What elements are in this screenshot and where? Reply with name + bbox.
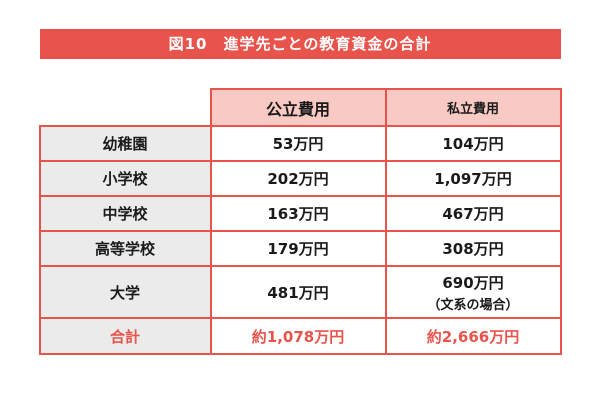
table-row-high-school: 高等学校 179万円 308万円: [38, 230, 562, 267]
table-row-university: 大学 481万円 690万円 （文系の場合）: [38, 265, 562, 319]
private-cost-cell: 467万円: [384, 195, 562, 232]
public-cost-cell: 179万円: [209, 230, 387, 267]
private-cost-cell: 690万円 （文系の場合）: [384, 265, 562, 319]
private-cost-total-cell: 約2,666万円: [384, 317, 562, 355]
row-label-total: 合計: [38, 317, 212, 355]
table-row-elementary: 小学校 202万円 1,097万円: [38, 160, 562, 197]
public-cost-total-cell: 約1,078万円: [209, 317, 387, 355]
figure-title-banner: 図10 進学先ごとの教育資金の合計: [39, 29, 561, 59]
row-label: 幼稚園: [38, 125, 212, 162]
private-cost-value: 690万円: [442, 273, 504, 292]
private-cost-cell: 104万円: [384, 125, 562, 162]
private-cost-note: （文系の場合）: [427, 297, 519, 313]
row-label: 高等学校: [38, 230, 212, 267]
education-cost-table: 公立費用 私立費用 幼稚園 53万円 104万円 小学校 202万円 1,097…: [38, 88, 562, 355]
corner-empty-cell: [40, 89, 211, 126]
figure-title: 図10 進学先ごとの教育資金の合計: [168, 35, 432, 53]
public-cost-cell: 53万円: [209, 125, 387, 162]
table-row-total: 合計 約1,078万円 約2,666万円: [38, 317, 562, 355]
public-cost-cell: 202万円: [209, 160, 387, 197]
column-header-private: 私立費用: [384, 88, 562, 127]
private-cost-cell: 1,097万円: [384, 160, 562, 197]
public-cost-cell: 481万円: [209, 265, 387, 319]
row-label: 中学校: [38, 195, 212, 232]
private-cost-cell: 308万円: [384, 230, 562, 267]
row-label: 大学: [38, 265, 212, 319]
row-label: 小学校: [38, 160, 212, 197]
column-header-public: 公立費用: [209, 88, 387, 127]
header-row: 公立費用 私立費用: [40, 88, 562, 127]
table-row-kindergarten: 幼稚園 53万円 104万円: [38, 125, 562, 162]
table-row-junior-high: 中学校 163万円 467万円: [38, 195, 562, 232]
public-cost-cell: 163万円: [209, 195, 387, 232]
